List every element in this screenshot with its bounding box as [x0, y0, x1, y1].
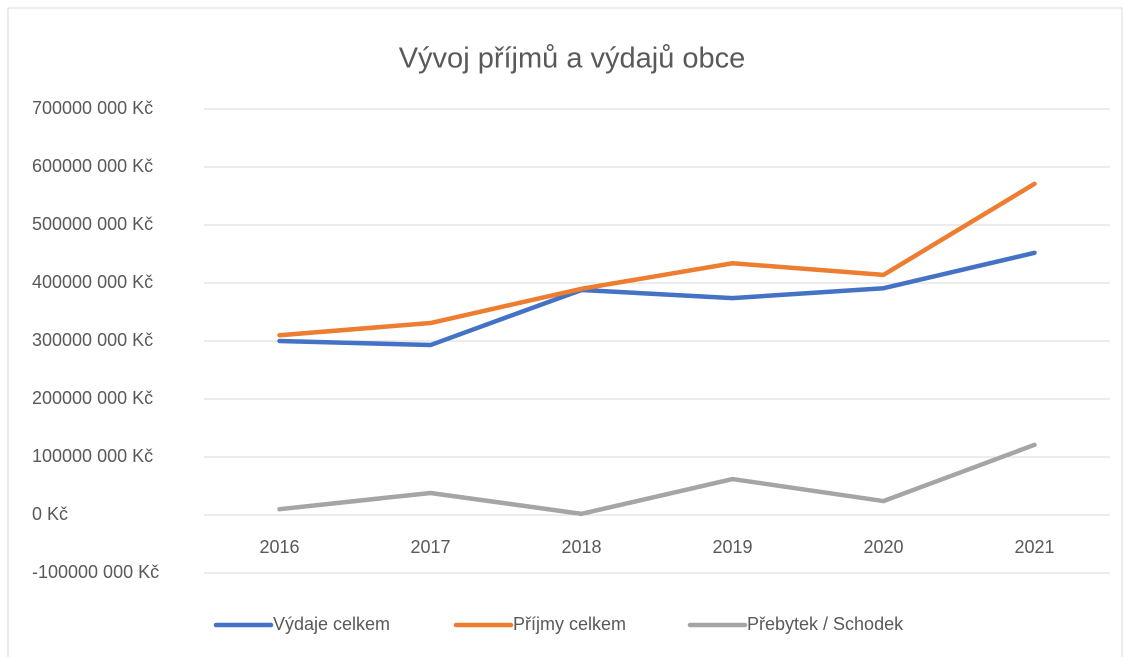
x-tick-label: 2021	[1014, 537, 1054, 557]
y-tick-label: 500000 000 Kč	[32, 214, 153, 234]
legend-label: Přebytek / Schodek	[747, 614, 904, 634]
x-tick-label: 2016	[259, 537, 299, 557]
y-tick-label: -100000 000 Kč	[32, 562, 159, 582]
line-series	[277, 442, 1037, 517]
y-tick-label: 300000 000 Kč	[32, 330, 153, 350]
chart-title: Vývoj příjmů a výdajů obce	[399, 43, 746, 75]
x-tick-label: 2017	[410, 537, 450, 557]
line-series	[277, 181, 1037, 338]
y-tick-label: 0 Kč	[32, 504, 68, 524]
x-tick-label: 2018	[561, 537, 601, 557]
y-tick-label: 400000 000 Kč	[32, 272, 153, 292]
y-tick-label: 100000 000 Kč	[32, 446, 153, 466]
y-tick-label: 700000 000 Kč	[32, 98, 153, 118]
x-tick-label: 2020	[863, 537, 903, 557]
chart-border	[7, 7, 1123, 657]
legend-label: Příjmy celkem	[513, 614, 626, 634]
x-tick-label: 2019	[712, 537, 752, 557]
line-series	[277, 250, 1037, 348]
legend-label: Výdaje celkem	[273, 614, 390, 634]
y-tick-label: 200000 000 Kč	[32, 388, 153, 408]
y-tick-label: 600000 000 Kč	[32, 156, 153, 176]
